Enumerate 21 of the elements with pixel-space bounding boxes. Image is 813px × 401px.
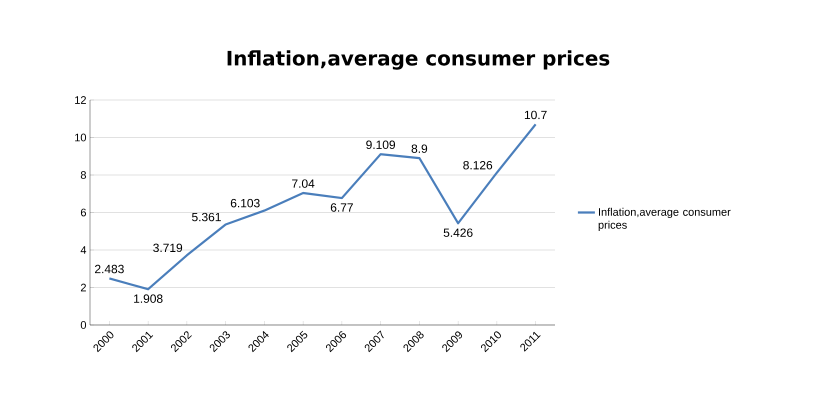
data-label: 9.109 bbox=[366, 140, 396, 149]
y-tick-label: 4 bbox=[80, 246, 86, 254]
data-label: 7.04 bbox=[292, 179, 314, 188]
data-label: 10.7 bbox=[524, 110, 547, 120]
y-tick-label: 2 bbox=[80, 284, 86, 292]
data-label: 5.361 bbox=[192, 212, 221, 222]
data-label: 2.483 bbox=[95, 264, 124, 274]
y-tick-label: 0 bbox=[80, 321, 86, 329]
data-label: 1.908 bbox=[134, 294, 163, 303]
y-tick-label: 6 bbox=[80, 208, 86, 216]
data-label: 5.426 bbox=[444, 228, 473, 237]
data-label: 6.103 bbox=[230, 198, 260, 208]
y-tick-label: 10 bbox=[75, 134, 86, 142]
data-label: 6.77 bbox=[330, 203, 353, 212]
y-tick-label: 8 bbox=[80, 171, 86, 179]
y-tick-label: 12 bbox=[75, 96, 86, 104]
data-label: 8.126 bbox=[463, 160, 492, 170]
legend-label: Inflation,average consumer prices bbox=[598, 208, 731, 231]
chart-title: Inflation,average consumer prices bbox=[228, 50, 610, 70]
data-label: 8.9 bbox=[412, 144, 428, 153]
data-label: 3.719 bbox=[153, 244, 182, 252]
